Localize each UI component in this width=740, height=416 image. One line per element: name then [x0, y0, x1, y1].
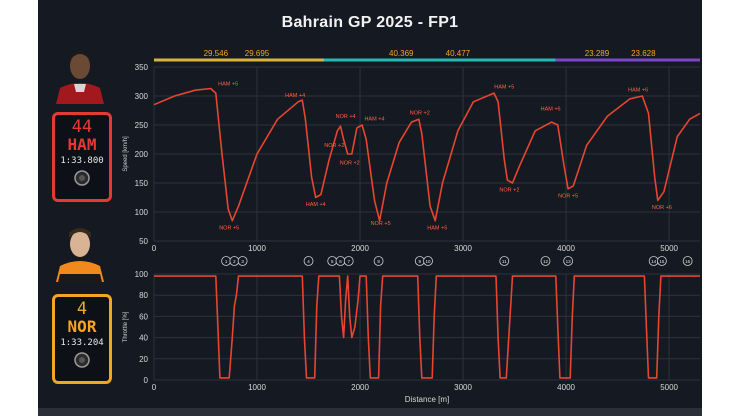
gap-annotation: HAM +5 [427, 225, 447, 231]
driver-card-nor: 4 NOR 1:33.204 [52, 294, 112, 384]
driver-code: HAM [67, 135, 97, 154]
corner-label: 5 [331, 259, 334, 264]
corner-marker [656, 256, 667, 266]
throttle-x-tick-label: 4000 [557, 383, 575, 392]
corner-label: 7 [347, 259, 350, 264]
throttle-y-tick-label: 0 [144, 376, 149, 385]
corner-label: 14 [651, 259, 657, 264]
driver-photo-ham [52, 44, 108, 104]
corner-marker [237, 256, 248, 266]
gap-annotation: NOR +4 [336, 114, 356, 120]
speed-y-tick-label: 250 [135, 121, 149, 130]
sector-time-label: 23.628 [631, 49, 656, 58]
corner-marker [563, 256, 574, 266]
sector-time-label: 29.695 [245, 49, 270, 58]
speed-y-tick-label: 150 [135, 179, 149, 188]
gap-annotation: HAM +4 [285, 93, 305, 99]
driver-number: 4 [76, 299, 88, 319]
corner-label: 2 [233, 259, 236, 264]
corner-marker [373, 256, 384, 266]
gap-annotation: NOR +6 [652, 205, 672, 211]
tyre-icon [74, 352, 90, 368]
corner-label: 16 [685, 259, 691, 264]
throttle-y-tick-label: 20 [139, 355, 148, 364]
lap-time: 1:33.204 [60, 338, 104, 348]
driver-code: NOR [67, 317, 97, 336]
gap-annotation: HAM +6 [628, 87, 648, 93]
telemetry-frame: Bahrain GP 2025 - FP1 44 HAM 1:33.800 4 … [38, 0, 702, 416]
corner-label: 11 [502, 259, 507, 264]
speed-series-line [153, 87, 701, 222]
driver-photo-nor [52, 222, 108, 282]
speed-y-tick-label: 100 [135, 208, 149, 217]
gap-annotation: HAM +6 [541, 107, 561, 113]
sector-time-label: 23.289 [585, 49, 610, 58]
speed-x-tick-label: 4000 [557, 244, 575, 253]
speed-x-tick-label: 2000 [351, 244, 369, 253]
speed-x-tick-label: 5000 [660, 244, 678, 253]
gap-annotation: HAM +5 [494, 84, 514, 90]
corner-label: 1 [225, 259, 228, 264]
sector-time-label: 40.477 [446, 49, 471, 58]
throttle-y-tick-label: 100 [135, 270, 149, 279]
corner-label: 3 [241, 259, 244, 264]
throttle-x-tick-label: 5000 [660, 383, 678, 392]
throttle-x-tick-label: 0 [152, 383, 157, 392]
corner-label: 8 [377, 259, 380, 264]
throttle-y-tick-label: 80 [139, 291, 148, 300]
throttle-y-tick-label: 40 [139, 334, 148, 343]
gap-annotation: HAM +4 [306, 202, 326, 208]
corner-label: 10 [426, 259, 432, 264]
corner-marker [343, 256, 354, 266]
speed-x-tick-label: 3000 [454, 244, 472, 253]
corner-marker [423, 256, 433, 266]
gap-annotation: NOR +5 [219, 225, 239, 231]
throttle-y-tick-label: 60 [139, 312, 148, 321]
gap-annotation: NOR +2 [324, 143, 344, 149]
corner-marker [540, 256, 551, 266]
throttle-series-line [154, 275, 700, 379]
throttle-x-tick-label: 1000 [248, 383, 266, 392]
tyre-icon [74, 170, 90, 186]
corner-marker [682, 256, 693, 266]
corner-label: 4 [307, 259, 310, 264]
telemetry-plot: 29.546 29.695 40.369 40.477 23.289 23.6285010… [123, 49, 701, 404]
throttle-x-tick-label: 3000 [454, 383, 472, 392]
speed-x-tick-label: 1000 [248, 244, 266, 253]
sector-time-label: 29.546 [204, 49, 229, 58]
driver-number: 44 [71, 117, 93, 137]
gap-annotation: HAM +4 [364, 116, 384, 122]
corner-label: 9 [419, 259, 422, 264]
throttle-x-tick-label: 2000 [351, 383, 369, 392]
gap-annotation: NOR +5 [558, 194, 578, 200]
corner-marker [303, 256, 314, 266]
speed-y-tick-label: 200 [135, 150, 149, 159]
gap-annotation: NOR +2 [410, 111, 430, 117]
speed-y-tick-label: 50 [139, 237, 148, 246]
speed-y-label: Speed [km/h] [123, 136, 129, 172]
driver-card-ham: 44 HAM 1:33.800 [52, 112, 112, 202]
speed-y-tick-label: 300 [135, 92, 149, 101]
throttle-x-label: Distance [m] [405, 395, 449, 404]
corner-label: 12 [543, 259, 549, 264]
throttle-y-label: Throttle [%] [123, 311, 129, 342]
footer-strip [38, 408, 702, 416]
corner-marker [499, 256, 510, 266]
lap-time: 1:33.800 [60, 156, 104, 166]
gap-annotation: NOR +5 [371, 221, 391, 227]
corner-label: 13 [566, 259, 572, 264]
gap-annotation: NOR +2 [499, 188, 519, 194]
corner-label: 6 [339, 259, 342, 264]
sector-time-label: 40.369 [389, 49, 414, 58]
gap-annotation: NOR +2 [340, 160, 360, 166]
chart-title: Bahrain GP 2025 - FP1 [281, 14, 459, 31]
speed-x-tick-label: 0 [152, 244, 157, 253]
speed-y-tick-label: 350 [135, 63, 149, 72]
gap-annotation: HAM +5 [218, 82, 238, 88]
corner-label: 15 [659, 259, 665, 264]
